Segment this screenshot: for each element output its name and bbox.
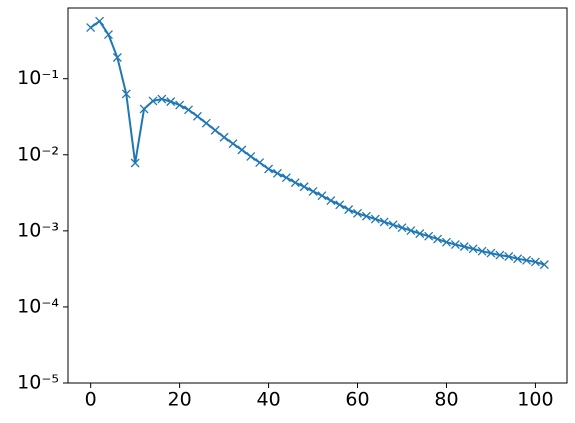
marker	[166, 97, 176, 107]
y-tick-label: 10⁻²	[17, 143, 59, 165]
marker	[344, 205, 354, 215]
y-tick-label: 10⁻⁴	[17, 295, 59, 317]
marker	[424, 231, 434, 241]
x-tick-label: 60	[345, 389, 369, 411]
marker	[255, 158, 265, 168]
marker	[361, 211, 371, 221]
marker	[192, 111, 202, 121]
marker	[157, 94, 167, 104]
marker	[264, 164, 274, 174]
marker	[539, 260, 549, 270]
marker	[486, 248, 496, 258]
marker	[130, 158, 140, 168]
marker	[175, 100, 185, 110]
series-line	[90, 19, 545, 266]
marker	[219, 132, 229, 142]
x-tick-label: 20	[168, 389, 192, 411]
x-tick-label: 0	[85, 389, 97, 411]
marker	[112, 53, 122, 62]
marker	[522, 255, 531, 265]
marker	[495, 250, 505, 260]
marker	[201, 118, 211, 128]
marker	[433, 234, 443, 244]
marker	[139, 104, 149, 114]
marker	[210, 125, 220, 135]
marker	[379, 217, 389, 227]
marker	[86, 23, 96, 33]
y-tick-label: 10⁻³	[17, 219, 59, 241]
x-tick-label: 40	[256, 389, 280, 411]
marker	[442, 237, 451, 247]
marker	[237, 145, 247, 155]
marker	[121, 89, 131, 99]
marker	[468, 244, 478, 254]
marker	[530, 257, 540, 267]
marker	[184, 105, 193, 115]
marker	[228, 139, 238, 149]
marker	[513, 254, 523, 264]
marker	[308, 186, 318, 196]
marker	[477, 246, 487, 256]
marker	[281, 173, 291, 183]
marker	[335, 200, 345, 210]
plot-frame	[67, 7, 568, 384]
marker	[95, 16, 105, 26]
marker	[397, 223, 407, 233]
marker	[290, 178, 300, 188]
marker	[326, 196, 336, 206]
marker	[388, 220, 398, 230]
x-tick-label: 80	[434, 389, 458, 411]
marker	[353, 208, 362, 218]
marker	[504, 252, 514, 261]
marker	[273, 168, 282, 178]
marker	[317, 191, 327, 201]
y-tick-label: 10⁻¹	[17, 67, 59, 89]
marker	[450, 240, 460, 250]
marker	[459, 242, 469, 252]
marker	[299, 182, 309, 192]
marker	[104, 30, 113, 40]
marker	[415, 229, 425, 239]
marker	[406, 226, 416, 235]
marker	[370, 214, 380, 224]
marker	[246, 152, 256, 161]
x-tick-label: 100	[517, 389, 553, 411]
y-tick-label: 10⁻⁵	[17, 372, 59, 394]
marker	[148, 96, 158, 106]
